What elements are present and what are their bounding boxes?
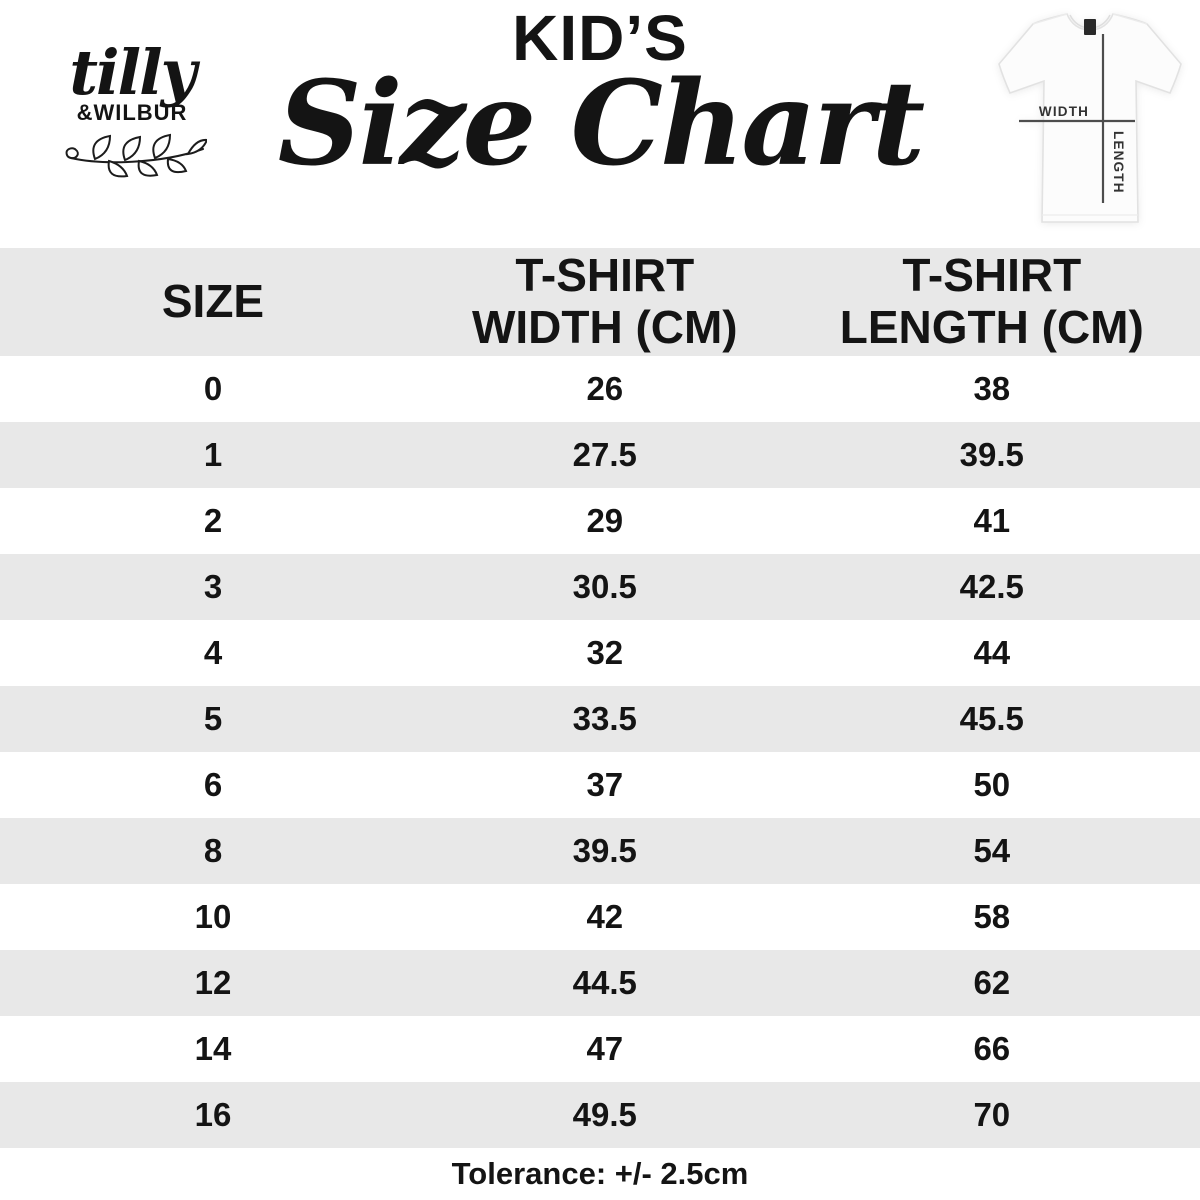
neck-label	[1084, 19, 1096, 35]
title-kicker: KID’S	[512, 2, 688, 74]
table-cell: 6	[203, 766, 223, 803]
width-label: WIDTH	[1039, 104, 1089, 119]
header-line: SIZE	[161, 275, 265, 328]
length-label: LENGTH	[1111, 131, 1126, 194]
table-cell: 54	[783, 818, 1200, 884]
table-cell: 0	[203, 370, 223, 407]
table-cell: 58	[973, 898, 1011, 935]
table-cell: 29	[586, 502, 624, 539]
table-cell: 10	[194, 898, 232, 935]
table-cell: 44.5	[426, 950, 784, 1016]
tshirt-icon: WIDTH LENGTH	[998, 13, 1182, 223]
table-cell: 42	[586, 898, 624, 935]
table-row: 8 39.5 54	[0, 818, 1200, 884]
table-row: 14 47 66	[0, 1016, 1200, 1082]
header-line: T-SHIRT	[902, 249, 1082, 302]
table-row: 2 29 41	[0, 488, 1200, 554]
brand-caps-name: &WILBUR	[76, 100, 188, 125]
table-cell: 32	[586, 634, 624, 671]
table-row: 0 26 38	[0, 356, 1200, 422]
tolerance-note: Tolerance: +/- 2.5cm	[451, 1156, 749, 1191]
table-cell: 30.5	[426, 554, 784, 620]
table-cell: 44	[973, 634, 1011, 671]
column-header-length: T-SHIRT LENGTH (CM)	[783, 248, 1200, 356]
title-block: KID’S Size Chart	[220, 0, 980, 182]
table-cell: 4	[203, 634, 223, 671]
brand-logo: tilly &WILBUR	[52, 42, 212, 187]
table-cell: 62	[783, 950, 1200, 1016]
table-cell: 27.5	[426, 422, 784, 488]
table-row: 6 37 50	[0, 752, 1200, 818]
table-cell: 2	[203, 502, 223, 539]
header-row: SIZE T-SHIRT WIDTH (CM) T-SHIRT LENGTH (CM…	[0, 248, 1200, 356]
header-line: LENGTH (CM)	[839, 301, 1144, 353]
brand-script-name: tilly	[69, 36, 196, 109]
table-cell: 45.5	[783, 686, 1200, 752]
size-table-header: SIZE T-SHIRT WIDTH (CM) T-SHIRT LENGTH (CM…	[0, 248, 1200, 356]
table-cell: 47	[586, 1030, 624, 1067]
column-header-width: T-SHIRT WIDTH (CM)	[426, 248, 784, 356]
table-cell: 50	[973, 766, 1011, 803]
page-title: Size Chart	[277, 56, 925, 192]
table-cell: 39.5	[783, 422, 1200, 488]
table-cell: 3	[0, 554, 426, 620]
footer: Tolerance: +/- 2.5cm	[0, 1148, 1200, 1200]
table-cell: 16	[0, 1082, 426, 1148]
table-cell: 38	[973, 370, 1011, 407]
table-cell: 33.5	[426, 686, 784, 752]
table-cell: 8	[0, 818, 426, 884]
table-cell: 5	[0, 686, 426, 752]
table-cell: 26	[586, 370, 624, 407]
table-cell: 70	[783, 1082, 1200, 1148]
header: tilly &WILBUR KID’S Size Chart	[0, 0, 1200, 248]
table-cell: 14	[194, 1030, 232, 1067]
header-line: WIDTH (CM)	[471, 301, 738, 353]
table-row: 10 42 58	[0, 884, 1200, 950]
tshirt-diagram: WIDTH LENGTH	[992, 4, 1188, 234]
table-cell: 49.5	[426, 1082, 784, 1148]
table-cell: 66	[973, 1030, 1011, 1067]
size-table-body: 0 26 38 1 27.5 39.5 2 29 41 3 30.5 42.5 4 32 44 5 33.5 45…	[0, 356, 1200, 1148]
table-cell: 37	[586, 766, 624, 803]
size-table: SIZE T-SHIRT WIDTH (CM) T-SHIRT LENGTH (CM…	[0, 248, 1200, 1148]
table-cell: 1	[0, 422, 426, 488]
table-row: 3 30.5 42.5	[0, 554, 1200, 620]
table-row: 5 33.5 45.5	[0, 686, 1200, 752]
table-row: 4 32 44	[0, 620, 1200, 686]
table-row: 12 44.5 62	[0, 950, 1200, 1016]
table-cell: 12	[0, 950, 426, 1016]
table-cell: 39.5	[426, 818, 784, 884]
laurel-branch-icon	[52, 128, 212, 187]
header-line: T-SHIRT	[515, 249, 695, 302]
column-header-size: SIZE	[0, 248, 426, 356]
table-cell: 41	[973, 502, 1011, 539]
table-row: 16 49.5 70	[0, 1082, 1200, 1148]
table-cell: 42.5	[783, 554, 1200, 620]
table-row: 1 27.5 39.5	[0, 422, 1200, 488]
